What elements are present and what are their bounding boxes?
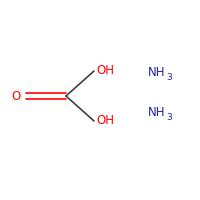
Text: 3: 3 bbox=[166, 114, 172, 122]
Text: OH: OH bbox=[96, 64, 114, 77]
Text: O: O bbox=[12, 90, 21, 102]
Text: NH: NH bbox=[148, 66, 166, 79]
Text: 3: 3 bbox=[166, 73, 172, 82]
Text: OH: OH bbox=[96, 114, 114, 128]
Text: NH: NH bbox=[148, 106, 166, 119]
